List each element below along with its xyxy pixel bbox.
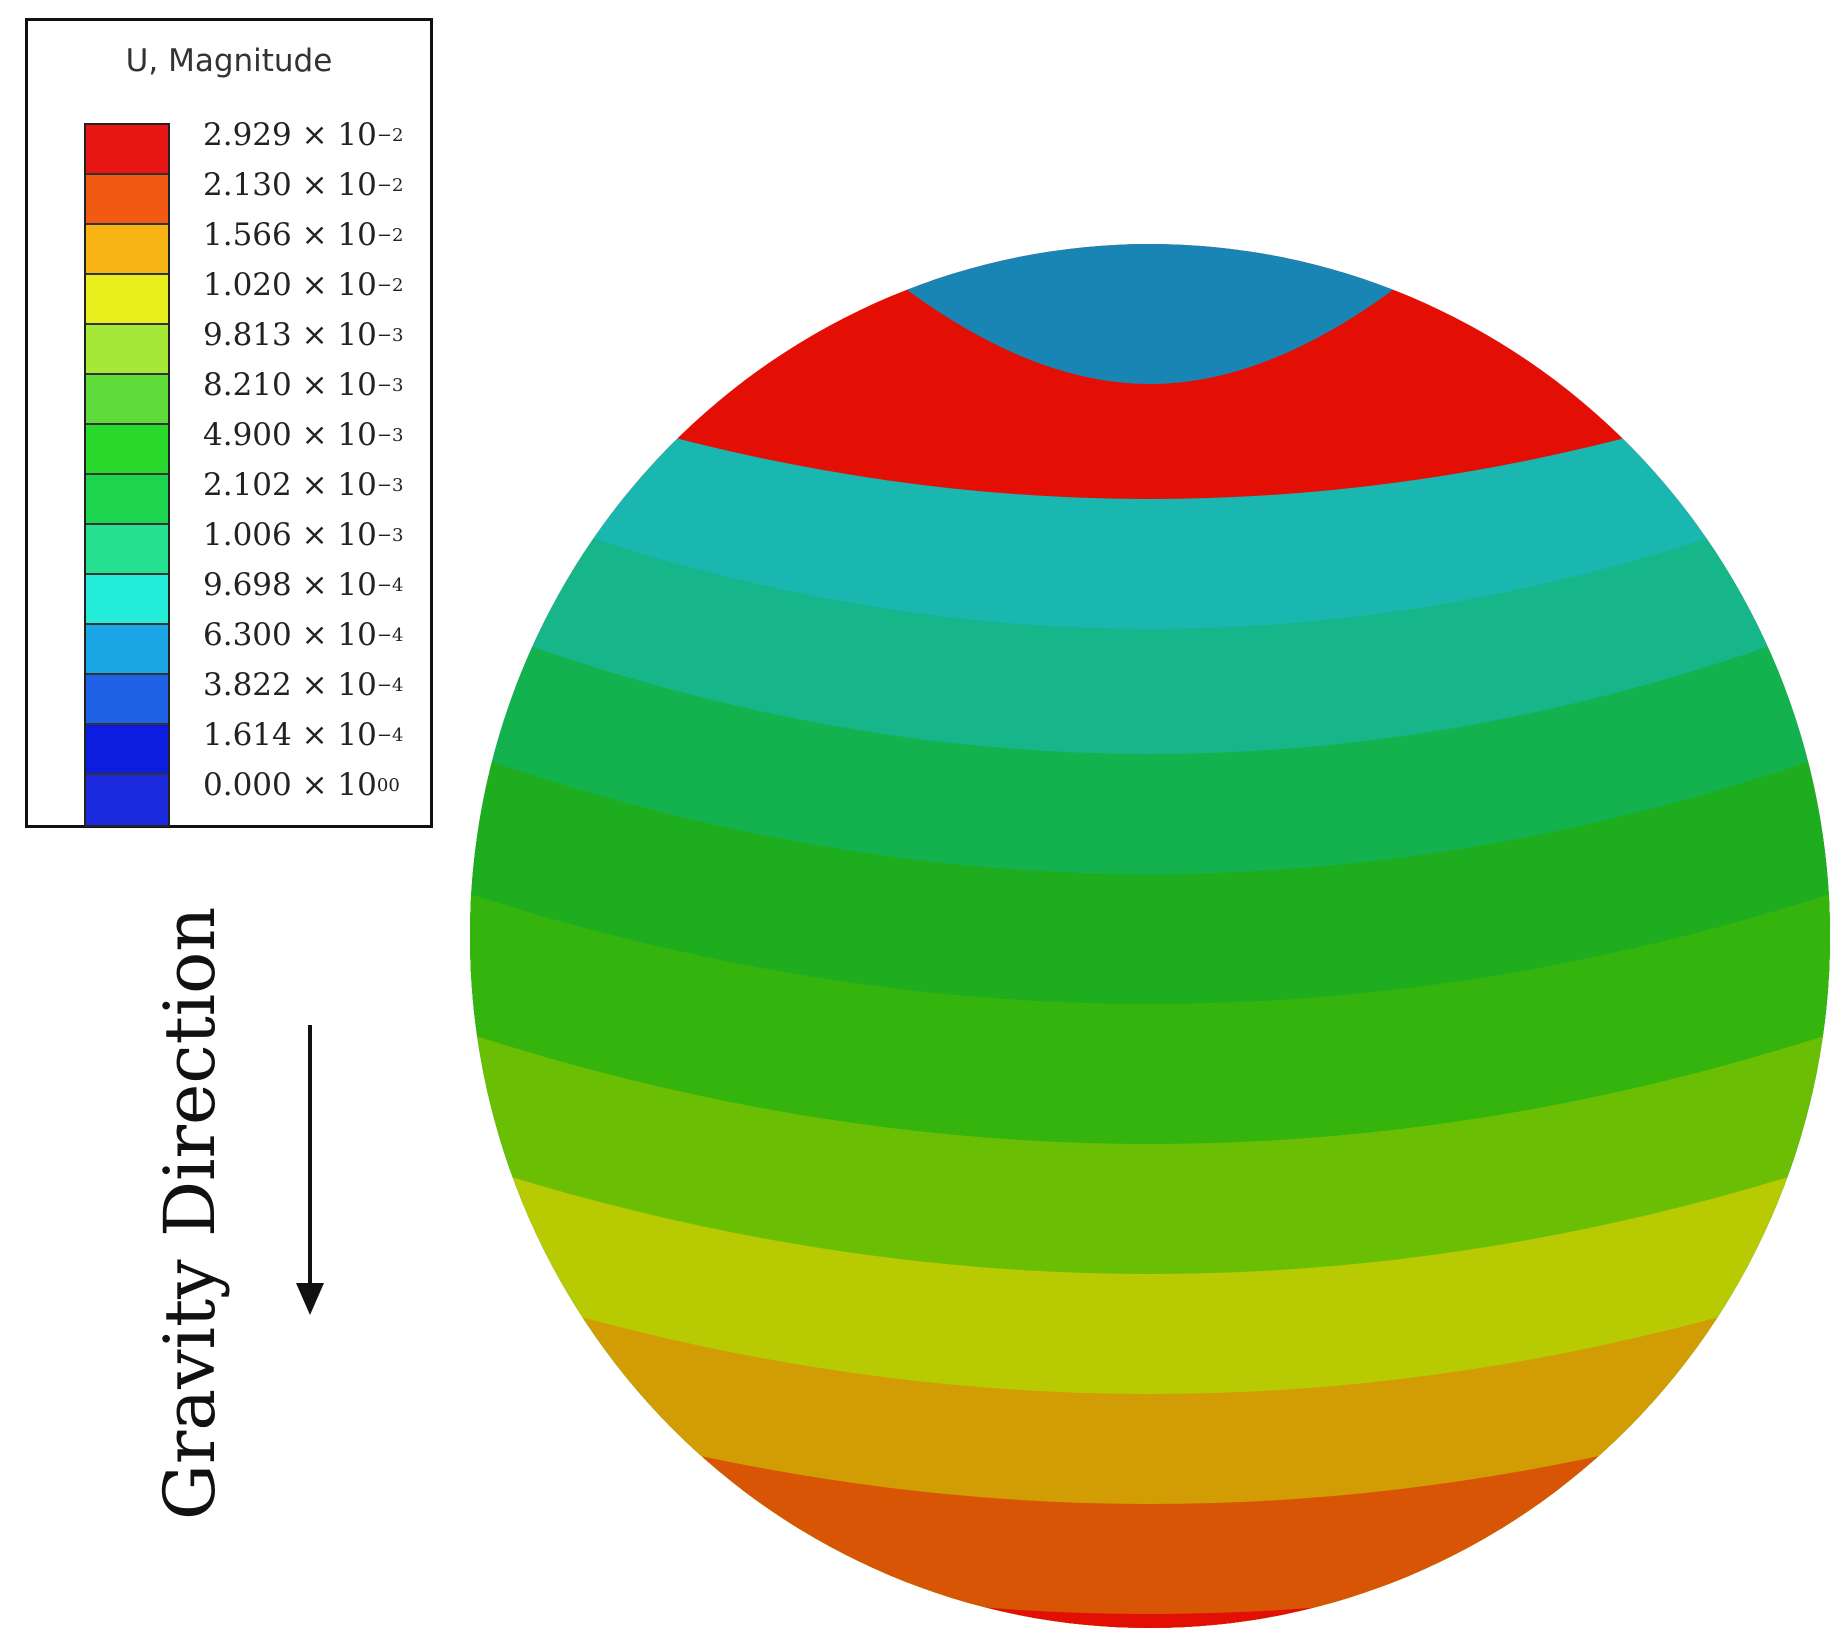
legend-mantissa: 4.900 xyxy=(203,417,292,453)
legend-base: × 10 xyxy=(291,317,377,353)
legend-exponent: −2 xyxy=(376,225,404,246)
gravity-direction-label: Gravity Direction xyxy=(149,906,231,1520)
legend-base: × 10 xyxy=(291,167,377,203)
legend-value-label: 3.822 × 10−4 xyxy=(203,667,403,703)
legend-swatch xyxy=(86,475,168,525)
legend-exponent: −2 xyxy=(376,275,404,296)
legend-exponent: −4 xyxy=(376,575,404,596)
legend-mantissa: 3.822 xyxy=(203,667,292,703)
legend-value-label: 1.614 × 10−4 xyxy=(203,717,403,753)
legend-base: × 10 xyxy=(291,717,377,753)
legend-swatch xyxy=(86,225,168,275)
legend-swatch xyxy=(86,625,168,675)
legend-box: U, Magnitude 2.929 × 10−2 2.130 × 10−2 1.5… xyxy=(25,18,433,828)
legend-base: × 10 xyxy=(291,517,377,553)
legend-exponent: −2 xyxy=(376,175,404,196)
legend-mantissa: 1.614 xyxy=(203,717,292,753)
legend-base: × 10 xyxy=(291,417,377,453)
legend-labels: 2.929 × 10−2 2.130 × 10−2 1.566 × 10−2 1.02… xyxy=(203,21,433,825)
legend-value-label: 1.006 × 10−3 xyxy=(203,517,403,553)
legend-value-label: 9.698 × 10−4 xyxy=(203,567,403,603)
legend-exponent: −2 xyxy=(376,125,404,146)
legend-mantissa: 8.210 xyxy=(203,367,292,403)
legend-mantissa: 1.020 xyxy=(203,267,292,303)
legend-color-bar xyxy=(84,123,170,827)
displacement-sphere xyxy=(470,244,1830,1628)
legend-value-label: 2.929 × 10−2 xyxy=(203,117,403,153)
legend-value-label: 2.102 × 10−3 xyxy=(203,467,403,503)
legend-swatch xyxy=(86,125,168,175)
legend-mantissa: 0.000 xyxy=(203,767,292,803)
legend-base: × 10 xyxy=(291,117,377,153)
legend-swatch xyxy=(86,725,168,775)
legend-value-label: 8.210 × 10−3 xyxy=(203,367,403,403)
legend-mantissa: 9.813 xyxy=(203,317,292,353)
legend-exponent: −4 xyxy=(376,625,404,646)
legend-exponent: −4 xyxy=(376,675,404,696)
legend-base: × 10 xyxy=(291,367,377,403)
legend-swatch xyxy=(86,575,168,625)
legend-value-label: 1.020 × 10−2 xyxy=(203,267,403,303)
legend-title: U, Magnitude xyxy=(125,43,333,79)
legend-value-label: 9.813 × 10−3 xyxy=(203,317,403,353)
legend-exponent: −3 xyxy=(376,325,404,346)
legend-swatch xyxy=(86,275,168,325)
legend-mantissa: 2.929 xyxy=(203,117,292,153)
legend-swatch xyxy=(86,675,168,725)
legend-swatch xyxy=(86,425,168,475)
legend-value-label: 2.130 × 10−2 xyxy=(203,167,403,203)
legend-base: × 10 xyxy=(291,617,377,653)
legend-exponent: −4 xyxy=(376,725,404,746)
legend-base: × 10 xyxy=(291,267,377,303)
legend-base: × 10 xyxy=(291,467,377,503)
legend-base: × 10 xyxy=(291,667,377,703)
legend-swatch xyxy=(86,775,168,825)
legend-exponent: −3 xyxy=(376,375,404,396)
legend-mantissa: 1.006 xyxy=(203,517,292,553)
legend-base: × 10 xyxy=(291,767,377,803)
contour-band xyxy=(850,244,1450,384)
legend-exponent: 00 xyxy=(376,775,400,796)
legend-mantissa: 9.698 xyxy=(203,567,292,603)
legend-value-label: 4.900 × 10−3 xyxy=(203,417,403,453)
legend-swatch xyxy=(86,175,168,225)
legend-mantissa: 2.130 xyxy=(203,167,292,203)
legend-exponent: −3 xyxy=(376,475,404,496)
legend-mantissa: 1.566 xyxy=(203,217,292,253)
legend-value-label: 0.000 × 1000 xyxy=(203,767,400,803)
legend-base: × 10 xyxy=(291,217,377,253)
legend-base: × 10 xyxy=(291,567,377,603)
legend-mantissa: 6.300 xyxy=(203,617,292,653)
gravity-arrow-icon xyxy=(296,1025,324,1315)
legend-mantissa: 2.102 xyxy=(203,467,292,503)
legend-exponent: −3 xyxy=(376,425,404,446)
legend-swatch xyxy=(86,525,168,575)
legend-value-label: 6.300 × 10−4 xyxy=(203,617,403,653)
legend-swatch xyxy=(86,325,168,375)
legend-swatch xyxy=(86,375,168,425)
legend-value-label: 1.566 × 10−2 xyxy=(203,217,403,253)
legend-exponent: −3 xyxy=(376,525,404,546)
